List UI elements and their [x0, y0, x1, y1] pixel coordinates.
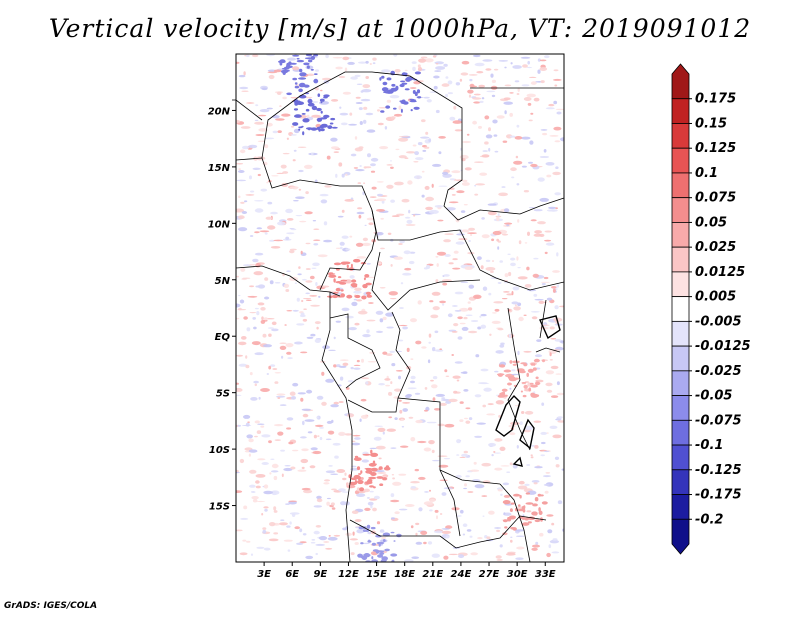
y-tick-label: 5S [216, 389, 230, 400]
y-tick-label: 15S [209, 502, 230, 513]
x-tick-label: 33E [535, 569, 556, 580]
colorbar-label: -0.1 [695, 438, 723, 453]
colorbar-cell [671, 246, 690, 273]
colorbar-label: 0.15 [695, 116, 727, 131]
colorbar-cell [671, 370, 690, 396]
lake-outline [495, 394, 521, 437]
x-tick-label: 12E [338, 569, 359, 580]
y-tick-label: EQ [215, 332, 231, 343]
colorbar-cell [671, 271, 690, 298]
vertical-velocity-field [236, 54, 564, 562]
colorbar-label: 0.05 [695, 215, 727, 230]
x-tick-label: 27E [479, 569, 500, 580]
country-border [439, 469, 461, 537]
colorbar-cell [671, 222, 690, 248]
y-tick-label: 10S [209, 445, 230, 456]
colorbar-cell [671, 123, 690, 149]
lake-outline [519, 418, 535, 450]
colorbar-cell [671, 494, 690, 520]
colorbar-cell [671, 345, 690, 372]
y-tick-label: 5N [215, 276, 231, 287]
colorbar-cell-max [671, 63, 690, 100]
map-frame [235, 53, 565, 563]
colorbar-label: -0.175 [695, 488, 742, 503]
x-tick-label: 24E [451, 569, 472, 580]
colorbar-label: 0.0125 [695, 265, 745, 280]
colorbar-cell [671, 197, 690, 223]
colorbar-label: -0.025 [695, 364, 742, 379]
colorbar-cell [671, 172, 690, 199]
colorbar-cell [671, 395, 690, 421]
colorbar-cell [671, 98, 690, 124]
country-border [321, 292, 353, 563]
x-tick-label: 6E [285, 569, 299, 580]
x-tick-label: 3E [257, 569, 271, 580]
country-border [499, 483, 531, 563]
y-tick-label: 15N [208, 163, 231, 174]
chart-title: Vertical velocity [m/s] at 1000hPa, VT: … [48, 14, 752, 43]
colorbar-cell [671, 419, 690, 446]
x-tick-label: 18E [394, 569, 415, 580]
colorbar-label: -0.0125 [695, 339, 751, 354]
x-tick-label: 30E [507, 569, 528, 580]
country-border [235, 157, 377, 291]
colorbar-label: 0.125 [695, 141, 736, 156]
x-tick-label: 15E [366, 569, 387, 580]
country-border [235, 265, 341, 297]
colorbar-label: -0.125 [695, 463, 742, 478]
x-tick-label: 9E [313, 569, 327, 580]
colorbar-label: -0.075 [695, 413, 742, 428]
country-border [329, 313, 381, 389]
lake-outline [539, 315, 561, 340]
grads-credit: GrADS: IGES/COLA [4, 601, 98, 611]
colorbar-label: -0.2 [695, 512, 723, 527]
y-tick-label: 10N [208, 219, 231, 230]
country-border [371, 209, 565, 291]
lake-outline [512, 456, 523, 467]
colorbar-cell-min [671, 518, 690, 555]
colorbar-label: -0.005 [695, 314, 742, 329]
colorbar-label: 0.025 [695, 240, 736, 255]
colorbar-cell [671, 469, 690, 495]
colorbar-label: 0.005 [695, 290, 736, 305]
country-border [507, 307, 531, 451]
colorbar-label: -0.05 [695, 389, 732, 404]
colorbar-label: 0.1 [695, 166, 718, 181]
colorbar-label: 0.175 [695, 92, 736, 107]
colorbar-cell [671, 296, 690, 322]
country-border [347, 397, 399, 413]
country-border [499, 197, 565, 215]
y-tick-label: 20N [208, 106, 231, 117]
colorbar-label: 0.075 [695, 191, 736, 206]
country-border [349, 515, 547, 549]
country-border [371, 251, 481, 311]
colorbar-cell [671, 320, 690, 347]
colorbar-cell [671, 444, 690, 471]
country-border [261, 71, 501, 221]
x-tick-label: 21E [422, 569, 443, 580]
colorbar-cell [671, 147, 690, 174]
